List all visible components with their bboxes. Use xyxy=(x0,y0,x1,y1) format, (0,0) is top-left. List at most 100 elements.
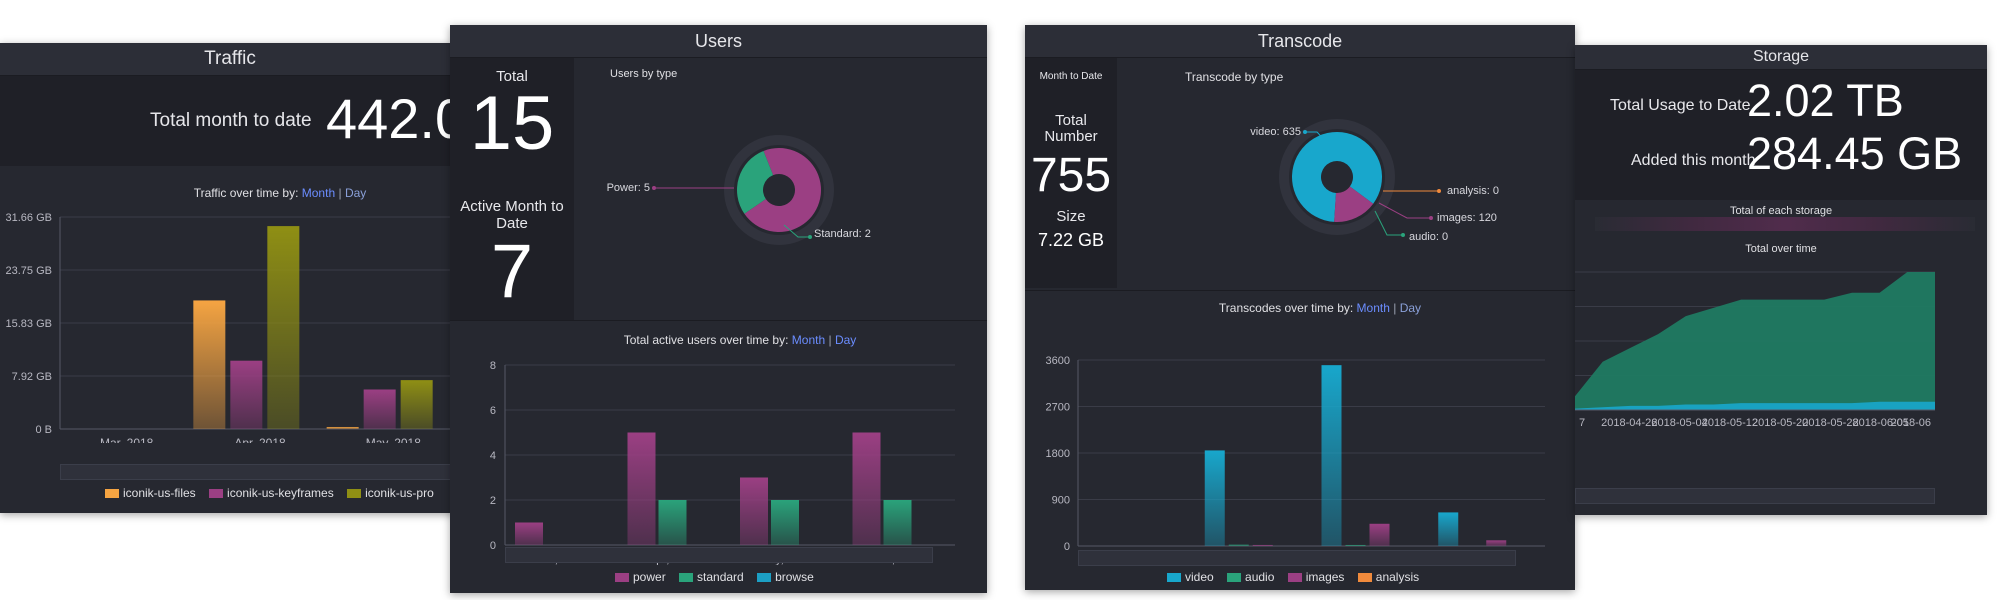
storage-each-bar xyxy=(1595,217,1975,231)
storage-xtick: 2018-06 xyxy=(1891,417,1931,429)
legend-label-browse: browse xyxy=(775,570,814,584)
storage-area-secondary xyxy=(1575,401,1935,410)
users-divider xyxy=(450,320,987,321)
transcode-by-type-leader-line xyxy=(1374,210,1403,236)
traffic-total-value: 442.0 xyxy=(326,87,460,150)
traffic-bar-iconik-us-keyframes xyxy=(230,360,263,429)
storage-scrollbar[interactable] xyxy=(1575,488,1935,504)
users-chart-title: Total active users over time by: Month |… xyxy=(570,333,910,347)
storage-xtick: 2018-05-28 xyxy=(1802,417,1858,429)
transcode-bar-video xyxy=(1204,450,1225,546)
transcode-by-type-slice-label: analysis: 0 xyxy=(1447,185,1499,197)
legend-swatch-video xyxy=(1167,573,1181,583)
traffic-month-link[interactable]: Month xyxy=(301,186,336,200)
legend-label-video: video xyxy=(1185,570,1214,584)
legend-item-browse[interactable]: browse xyxy=(747,570,814,584)
traffic-total-label: Total month to date xyxy=(150,110,312,131)
legend-swatch-files xyxy=(105,489,119,499)
traffic-scrollbar[interactable] xyxy=(60,464,460,480)
legend-item-audio[interactable]: audio xyxy=(1217,570,1274,584)
transcode-by-type-leader-dot xyxy=(1401,233,1405,237)
storage-panel: Storage Total Usage to Date 2.02 TB Adde… xyxy=(1575,45,1987,515)
legend-swatch-analysis xyxy=(1357,573,1372,583)
storage-added-label: Added this month xyxy=(1631,152,1756,169)
users-by-type-leader-line xyxy=(783,224,810,238)
storage-xtick: 2018-04-26 xyxy=(1601,417,1657,429)
transcode-by-type-slice-video xyxy=(1292,132,1382,222)
users-bar-standard xyxy=(658,500,687,545)
legend-item-power[interactable]: power xyxy=(605,570,666,584)
transcode-day-link[interactable]: Day xyxy=(1399,301,1422,315)
transcode-ytick: 0 xyxy=(1064,541,1070,553)
transcode-month-link[interactable]: Month xyxy=(1356,301,1390,315)
storage-area-total xyxy=(1575,272,1935,410)
users-by-type-slice-standard xyxy=(737,150,774,214)
transcode-bar-audio xyxy=(1345,544,1366,546)
storage-each-title: Total of each storage xyxy=(1729,205,1833,217)
legend-item-images[interactable]: images xyxy=(1278,570,1345,584)
transcode-mtd-label: Month to Date xyxy=(1039,71,1103,82)
legend-swatch-audio xyxy=(1227,573,1242,583)
storage-title: Storage xyxy=(1575,45,1987,70)
users-legend: power standard browse xyxy=(605,570,814,584)
transcode-bar-images xyxy=(1369,523,1390,546)
storage-usage-value: 2.02 TB xyxy=(1747,75,1904,126)
storage-summary: Total Usage to Date 2.02 TB Added this m… xyxy=(1575,70,1987,200)
transcode-by-type-slice-label: images: 120 xyxy=(1437,212,1497,224)
users-donut-title: Users by type xyxy=(610,68,678,80)
traffic-ytick: 0 B xyxy=(35,424,52,436)
storage-usage-label: Total Usage to Date xyxy=(1610,97,1751,114)
legend-label-files: iconik-us-files xyxy=(123,486,196,500)
legend-item-keyframes[interactable]: iconik-us-keyframes xyxy=(199,486,334,500)
transcode-size-value: 7.22 GB xyxy=(1037,230,1105,250)
transcode-donut-chart: video: 635 analysis: 0 images: 120 audio: 0 xyxy=(1250,119,1499,243)
transcode-total-value: 755 xyxy=(1030,149,1112,202)
storage-over-time-title: Total over time xyxy=(1745,243,1817,255)
transcode-link-separator: | xyxy=(1393,301,1397,315)
users-bar-power xyxy=(740,477,768,545)
storage-added-value: 284.45 GB xyxy=(1747,128,1963,179)
traffic-legend: iconik-us-files iconik-us-keyframes icon… xyxy=(95,486,434,500)
traffic-link-separator: | xyxy=(338,186,342,200)
users-bar-standard xyxy=(771,500,799,545)
traffic-bar-iconik-us-pro xyxy=(400,380,433,429)
users-day-link[interactable]: Day xyxy=(834,333,857,347)
legend-label-keyframes: iconik-us-keyframes xyxy=(227,486,334,500)
transcode-by-type-leader-dot xyxy=(1303,130,1307,134)
users-by-type-slice-power xyxy=(744,148,821,232)
transcode-summary: Month to Date Total Number 755 Size 7.22… xyxy=(1025,58,1117,288)
transcode-bar-video xyxy=(1438,512,1459,546)
users-by-type-ring xyxy=(724,135,834,245)
legend-label-images: images xyxy=(1305,570,1345,584)
users-total-label: Total xyxy=(496,68,528,85)
legend-item-standard[interactable]: standard xyxy=(669,570,744,584)
transcode-total-label: Total Number xyxy=(1044,112,1098,145)
traffic-bar-chart: 0 B 7.92 GB 15.83 GB 23.75 GB 31.66 GB Mar, 2… xyxy=(6,212,460,443)
users-panel: Users Total 15 Active Month to Date 7 Us… xyxy=(450,25,987,593)
users-summary: Total 15 Active Month to Date 7 xyxy=(450,58,574,320)
legend-item-video[interactable]: video xyxy=(1157,570,1214,584)
legend-swatch-standard xyxy=(679,573,694,583)
transcode-by-type-leader-line xyxy=(1305,131,1330,146)
legend-item-analysis[interactable]: analysis xyxy=(1348,570,1419,584)
traffic-ytick: 7.92 GB xyxy=(12,371,52,383)
legend-label-standard: standard xyxy=(697,570,744,584)
transcode-chart-title-text: Transcodes over time by: xyxy=(1218,301,1354,315)
transcode-bar-video xyxy=(1321,365,1342,546)
transcode-ytick: 2700 xyxy=(1046,402,1070,414)
transcode-scrollbar[interactable] xyxy=(1078,550,1516,566)
traffic-day-link[interactable]: Day xyxy=(344,186,367,200)
traffic-ytick: 23.75 GB xyxy=(6,265,52,277)
users-ytick: 0 xyxy=(490,540,496,552)
traffic-xtick: Apr, 2018 xyxy=(234,436,286,443)
users-chart-title-text: Total active users over time by: xyxy=(623,333,789,347)
users-active-label: Active Month to Date xyxy=(460,198,564,232)
users-by-type-slice-label: Standard: 2 xyxy=(814,228,871,240)
legend-item-pro[interactable]: iconik-us-pro xyxy=(337,486,434,500)
traffic-title: Traffic xyxy=(0,43,460,76)
users-month-link[interactable]: Month xyxy=(791,333,826,347)
legend-item-files[interactable]: iconik-us-files xyxy=(95,486,196,500)
users-total-value: 15 xyxy=(469,81,555,166)
users-scrollbar[interactable] xyxy=(505,547,933,563)
